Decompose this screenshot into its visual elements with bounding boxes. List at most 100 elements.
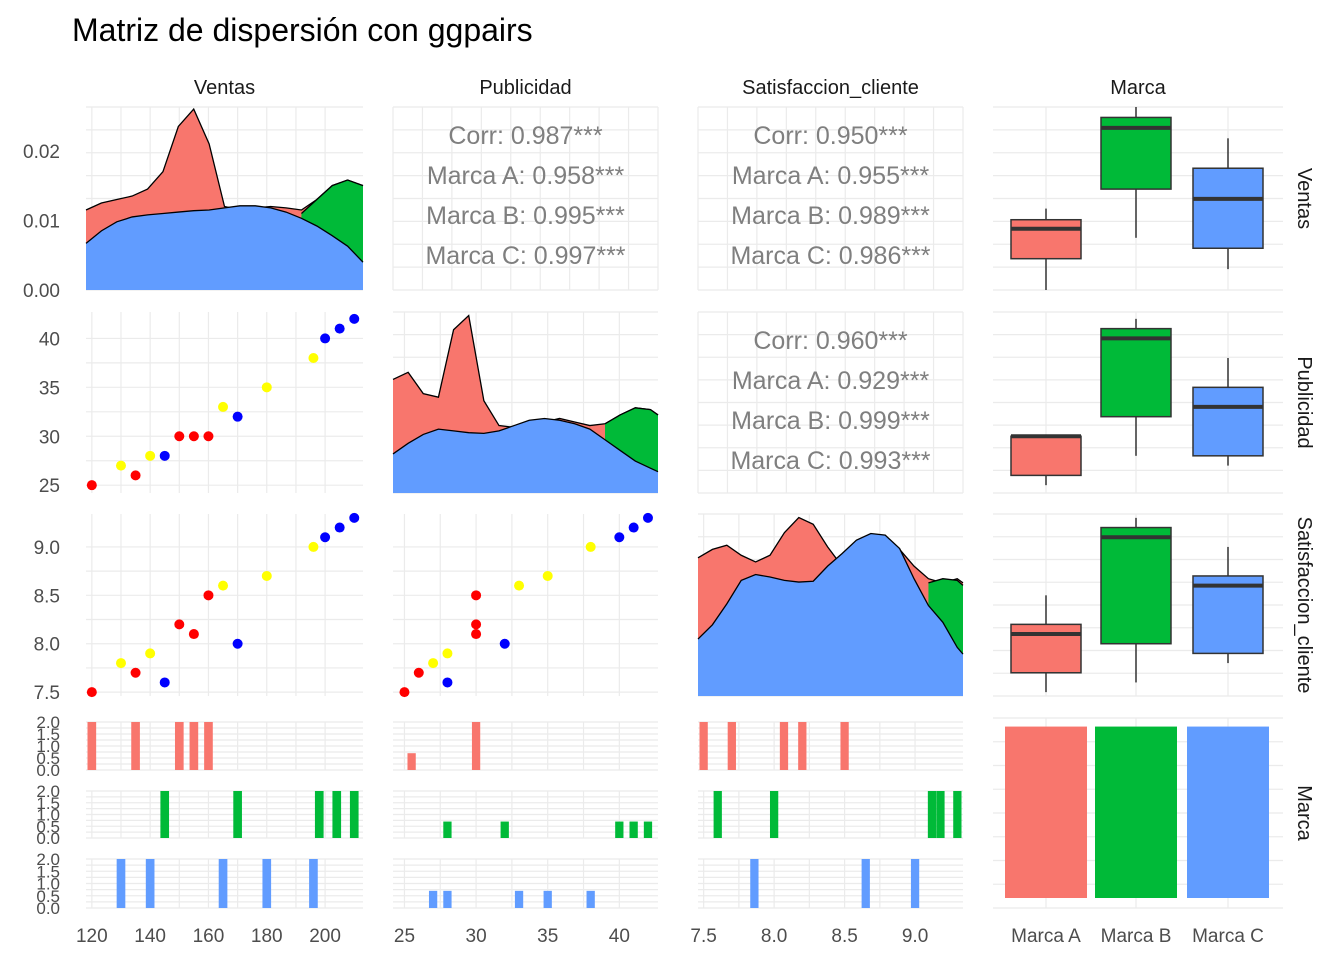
scatter-point [399,687,410,698]
histogram-bar [629,821,638,838]
histogram-bar [349,791,359,838]
boxplot-box [1192,575,1264,655]
histogram-bar [779,722,789,770]
density-line-red [697,516,964,584]
panel-background [86,514,363,696]
correlation-panel [697,311,964,494]
y-tick-label: 35 [39,378,60,399]
x-tick-label: 160 [193,926,225,947]
histogram-bar [699,722,708,770]
y-tick-label: 30 [39,427,60,448]
x-tick-label: Marca C [1192,926,1264,947]
histogram-bar [471,722,481,770]
x-tick-label: 8.5 [831,926,857,947]
x-tick-label: 40 [609,926,630,947]
histogram-bar [189,722,199,770]
histogram-subpanel [86,721,363,771]
row-label: Satisfaccion_cliente [1293,517,1315,694]
histogram-bar [727,722,736,770]
density-line-blue [85,205,364,263]
histogram-bar [332,791,342,838]
y-tick-label: 1.5 [36,794,60,813]
boxplot-box [1100,526,1172,645]
density-area-blue [393,418,658,493]
scatter-point [471,619,482,630]
column-label: Publicidad [479,77,571,99]
scatter-point [218,401,229,412]
scatter-point [261,382,272,393]
histogram-bar [116,859,126,908]
scatter-point [145,648,156,659]
scatter-point [308,541,319,552]
histogram-subpanel [393,790,658,839]
correlation-text: Corr: 0.960*** [753,327,908,355]
scatter-point [614,532,625,543]
y-tick-label: 2.0 [36,713,60,732]
x-tick-label: Marca B [1101,926,1172,947]
density-line-green [301,179,364,214]
histogram-bar [514,890,524,908]
y-tick-label: 8.5 [34,586,60,607]
scatter-point [232,411,243,422]
scatter-point [349,512,360,523]
column-label: Marca [1110,77,1166,99]
scatter-point [188,431,199,442]
scatter-point [261,570,272,581]
histogram-bar [936,791,945,838]
histogram-bar [428,890,438,908]
scatter-point [320,532,331,543]
histogram-subpanel [698,790,963,839]
scatter-point [159,450,170,461]
y-tick-label: 0.00 [23,281,60,302]
y-tick-label: 25 [39,476,60,497]
bar [1005,726,1087,898]
correlation-text: Marca C: 0.993*** [730,447,930,475]
row-label: Ventas [1293,168,1315,229]
scatter-point [413,667,424,678]
y-tick-label: 7.5 [34,683,60,704]
y-tick-label: 1.0 [36,875,60,894]
histogram-bar [443,890,452,908]
scatter-point [320,333,331,344]
scatter-panel [393,514,658,696]
histogram-bar [750,859,759,908]
y-tick-label: 2.0 [36,850,60,869]
scatter-point [442,648,453,659]
histogram-bar [145,859,155,908]
row-label: Publicidad [1293,356,1315,448]
histogram-bar [713,791,722,838]
scatter-point [471,629,482,640]
histogram-bar [798,722,807,770]
scatter-point [115,658,126,669]
bar [1095,726,1177,898]
x-tick-label: 9.0 [902,926,928,947]
correlation-text: Marca B: 0.995*** [426,202,625,230]
histogram-subpanel [698,721,963,771]
density-line-blue [697,532,964,655]
boxplot-box [1010,435,1082,477]
y-tick-label: 0.01 [23,211,60,232]
boxplot-box [1192,167,1264,250]
histogram-bar [927,791,937,838]
histogram-bar [407,753,416,770]
bar [1187,726,1269,898]
scatter-panel [86,514,363,696]
y-tick-label: 1.0 [36,737,60,756]
histogram-bar [309,859,318,908]
correlation-text: Marca A: 0.929*** [732,367,930,395]
histogram-subpanel [393,721,658,771]
histogram-bar [861,859,870,908]
histogram-subpanel [698,858,963,909]
histogram-bar [953,791,962,838]
y-tick-label: 1.0 [36,806,60,825]
scatter-point [232,638,243,649]
scatter-point [642,512,653,523]
scatter-point [174,431,185,442]
correlation-text: Marca C: 0.997*** [425,242,625,270]
scatter-point [499,638,510,649]
scatter-point [145,450,156,461]
histogram-bar [586,890,595,908]
x-tick-label: 140 [134,926,166,947]
scatter-point [159,677,170,688]
